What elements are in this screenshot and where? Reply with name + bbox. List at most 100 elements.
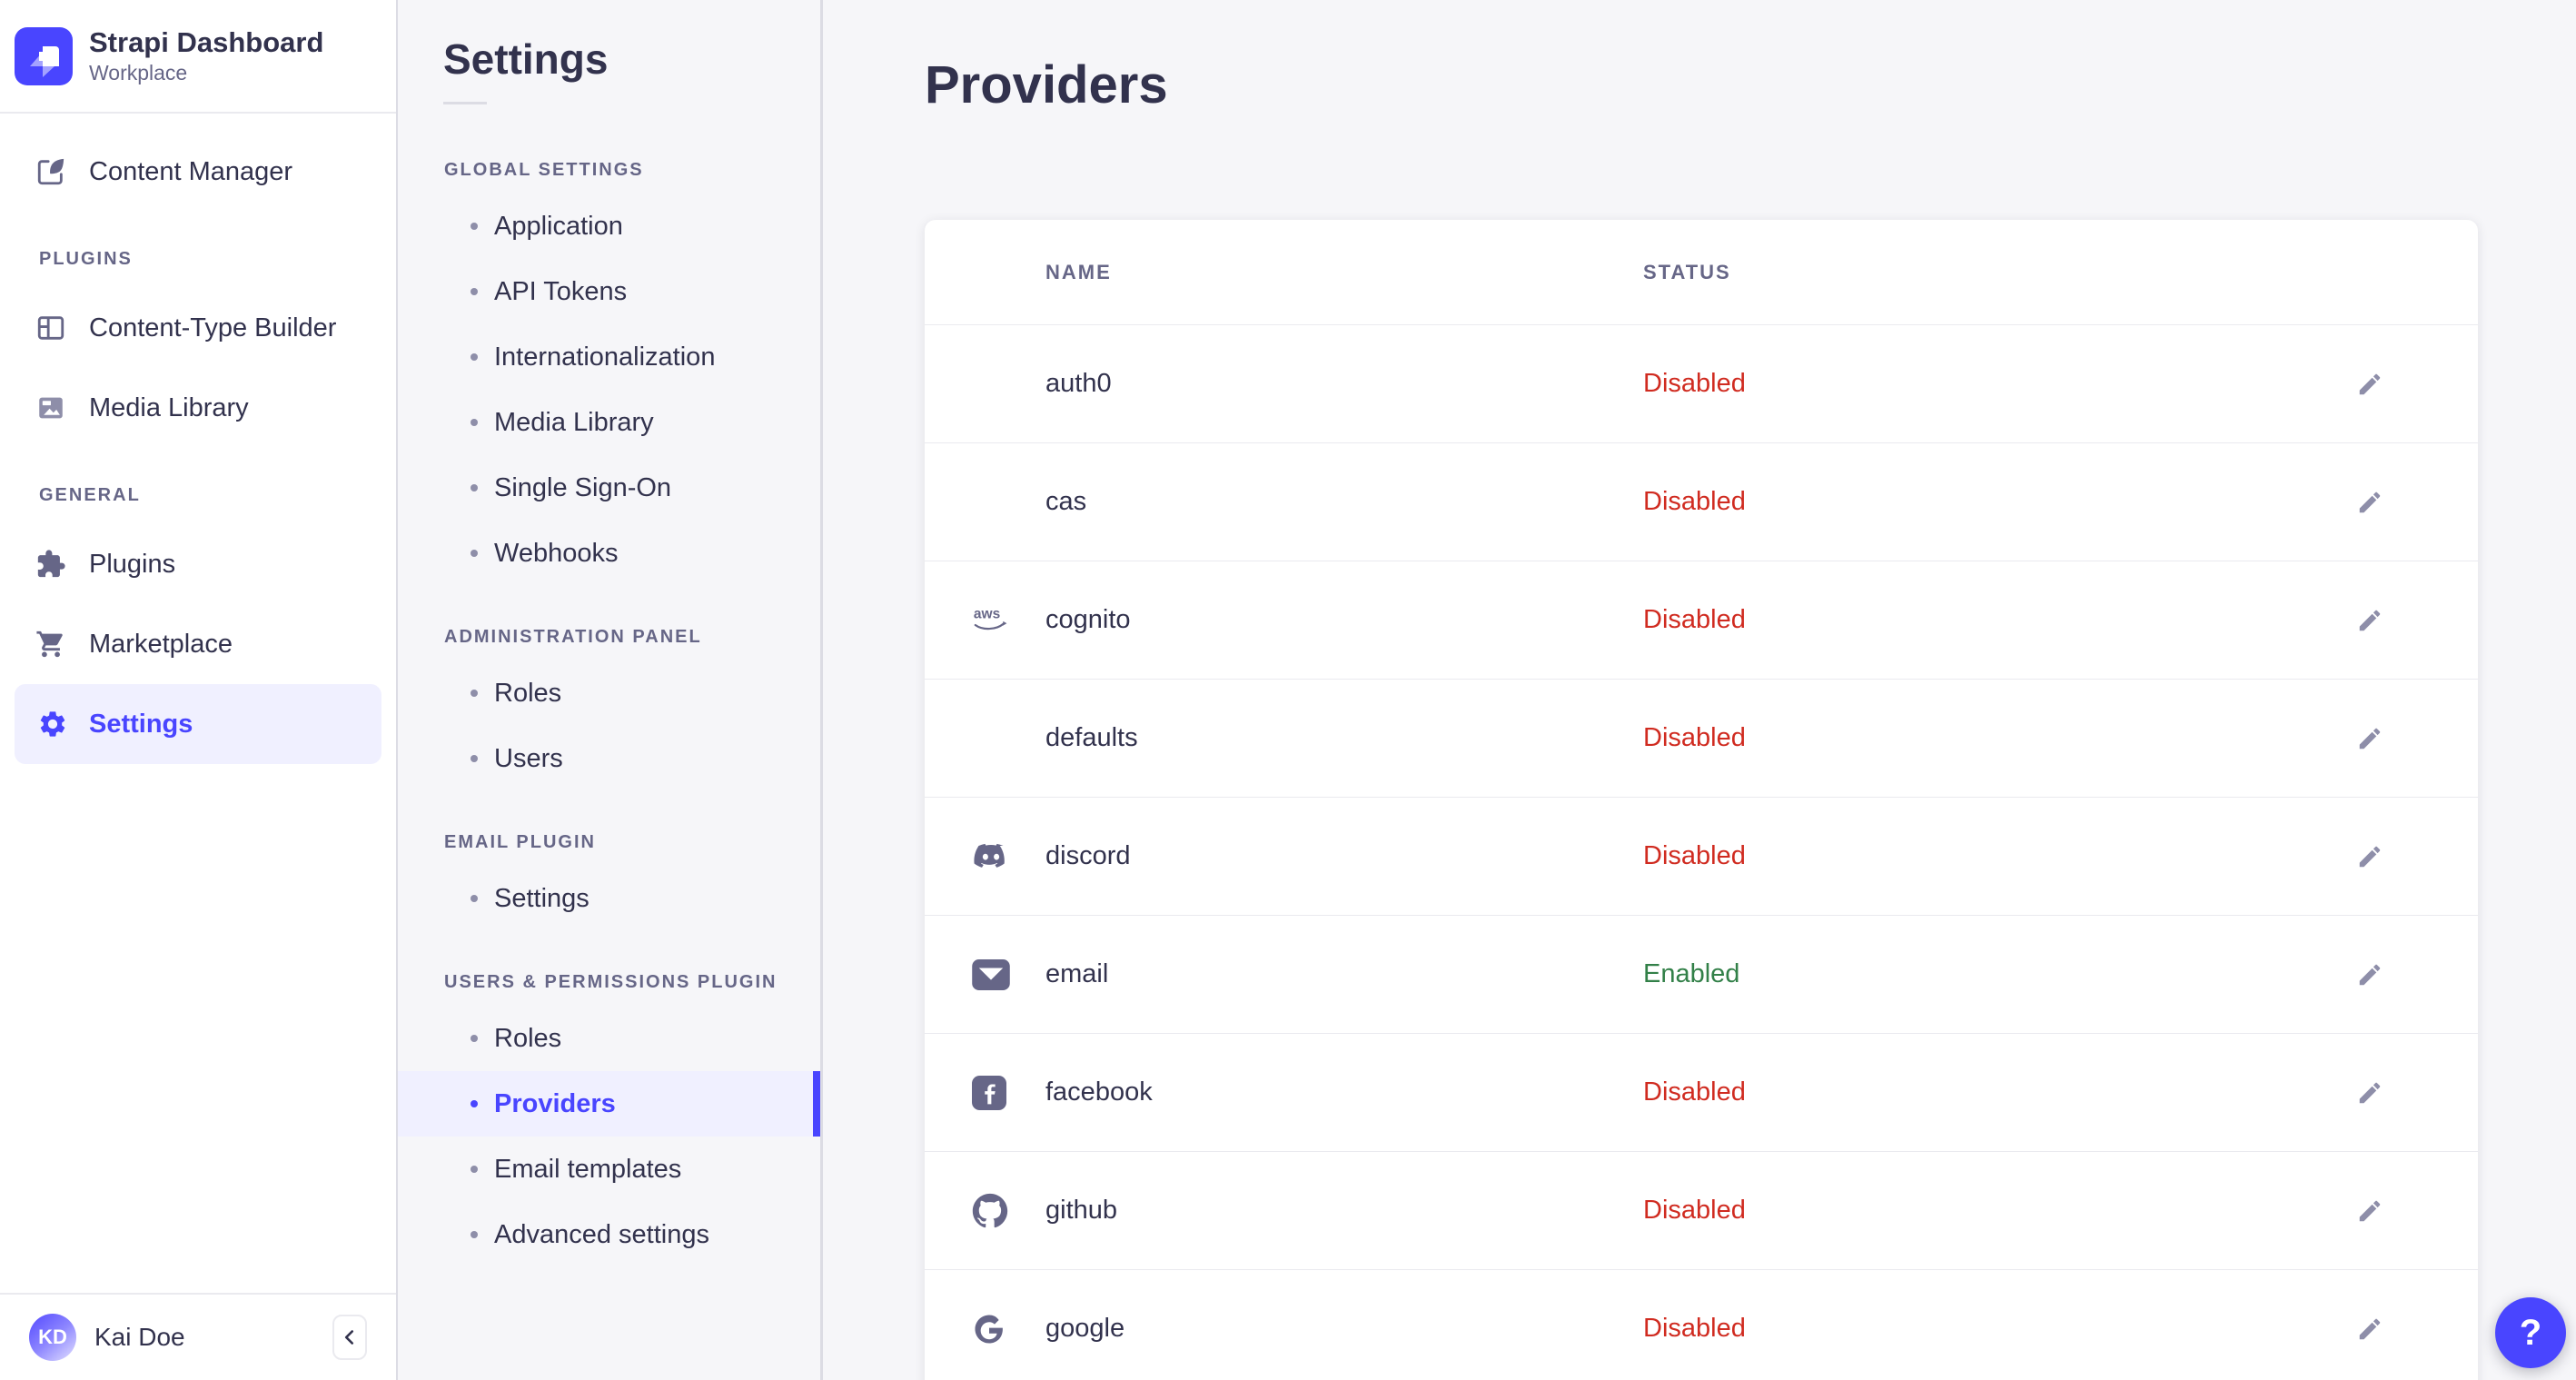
subnav-item-admin-users[interactable]: Users bbox=[398, 726, 820, 791]
subnav-section-global-settings: GLOBAL SETTINGS bbox=[444, 160, 644, 180]
app-title: Strapi Dashboard bbox=[89, 26, 324, 58]
envelope-icon bbox=[972, 958, 1010, 990]
status-badge: Disabled bbox=[1643, 841, 1746, 870]
subnav-item-email-templates[interactable]: Email templates bbox=[398, 1137, 820, 1202]
subnav-item-admin-roles[interactable]: Roles bbox=[398, 660, 820, 726]
status-badge: Disabled bbox=[1643, 1314, 1746, 1343]
gear-icon bbox=[36, 708, 69, 740]
table-row[interactable]: defaults Disabled bbox=[925, 680, 2478, 798]
table-row[interactable]: facebook Disabled bbox=[925, 1034, 2478, 1152]
settings-subnav: Settings GLOBAL SETTINGS Application API… bbox=[398, 0, 823, 1380]
subnav-item-single-sign-on[interactable]: Single Sign-On bbox=[398, 455, 820, 521]
sidebar-item-label: Marketplace bbox=[89, 629, 233, 659]
edit-provider-button[interactable] bbox=[2347, 1306, 2393, 1352]
subnav-section-users-permissions-plugin: USERS & PERMISSIONS PLUGIN bbox=[444, 972, 778, 992]
help-button[interactable]: ? bbox=[2495, 1297, 2566, 1368]
svg-text:aws: aws bbox=[974, 607, 1000, 622]
pencil-icon bbox=[2359, 964, 2380, 985]
provider-name: email bbox=[1045, 959, 1109, 988]
edit-provider-button[interactable] bbox=[2347, 598, 2393, 643]
discord-icon bbox=[974, 843, 1005, 868]
provider-name: google bbox=[1045, 1314, 1125, 1343]
pencil-icon bbox=[2359, 610, 2380, 630]
table-row[interactable]: cas Disabled bbox=[925, 443, 2478, 561]
facebook-icon bbox=[972, 1075, 1006, 1110]
subnav-item-internationalization[interactable]: Internationalization bbox=[398, 324, 820, 390]
main-sidebar: Strapi Dashboard Workplace Content Manag… bbox=[0, 0, 398, 1380]
workspace-name: Workplace bbox=[89, 61, 188, 84]
pencil-icon bbox=[2359, 1318, 2380, 1339]
sidebar-item-media-library[interactable]: Media Library bbox=[0, 368, 396, 448]
subnav-item-advanced-settings[interactable]: Advanced settings bbox=[398, 1202, 820, 1267]
sidebar-item-label: Settings bbox=[89, 709, 193, 739]
table-row[interactable]: email Enabled bbox=[925, 916, 2478, 1034]
table-row[interactable]: auth0 Disabled bbox=[925, 325, 2478, 443]
edit-provider-button[interactable] bbox=[2347, 1070, 2393, 1116]
page-title: Providers bbox=[925, 55, 1168, 114]
subnav-item-email-settings[interactable]: Settings bbox=[398, 866, 820, 931]
subnav-divider bbox=[443, 102, 487, 104]
subnav-section-email-plugin: EMAIL PLUGIN bbox=[444, 832, 596, 852]
subnav-item-up-roles[interactable]: Roles bbox=[398, 1006, 820, 1071]
pencil-icon bbox=[2359, 373, 2380, 394]
avatar: KD bbox=[29, 1314, 76, 1361]
provider-name: github bbox=[1045, 1196, 1118, 1225]
sidebar-item-label: Media Library bbox=[89, 392, 249, 422]
user-menu[interactable]: KD Kai Doe bbox=[0, 1293, 396, 1380]
feather-pen-icon bbox=[35, 155, 67, 188]
provider-name: facebook bbox=[1045, 1077, 1153, 1107]
table-row[interactable]: google Disabled bbox=[925, 1270, 2478, 1380]
user-name: Kai Doe bbox=[94, 1323, 185, 1351]
subnav-item-media-library[interactable]: Media Library bbox=[398, 390, 820, 455]
provider-name: defaults bbox=[1045, 723, 1138, 752]
subnav-item-providers[interactable]: Providers bbox=[398, 1071, 820, 1137]
table-header: NAME STATUS bbox=[925, 220, 2478, 325]
pencil-icon bbox=[2359, 1082, 2380, 1103]
puzzle-icon bbox=[35, 548, 67, 581]
collapse-sidebar-button[interactable] bbox=[332, 1315, 367, 1360]
column-header-name: NAME bbox=[1045, 260, 1112, 283]
edit-provider-button[interactable] bbox=[2347, 834, 2393, 879]
sidebar-item-marketplace[interactable]: Marketplace bbox=[0, 604, 396, 684]
cart-icon bbox=[35, 628, 67, 660]
subnav-item-api-tokens[interactable]: API Tokens bbox=[398, 259, 820, 324]
status-badge: Disabled bbox=[1643, 605, 1746, 634]
subnav-title: Settings bbox=[443, 35, 609, 83]
subnav-item-application[interactable]: Application bbox=[398, 194, 820, 259]
aws-icon: aws bbox=[974, 607, 1007, 630]
picture-icon bbox=[35, 392, 67, 424]
status-badge: Disabled bbox=[1643, 723, 1746, 752]
status-badge: Enabled bbox=[1643, 959, 1740, 988]
sidebar-item-content-manager[interactable]: Content Manager bbox=[0, 132, 396, 212]
workspace-switcher[interactable]: Strapi Dashboard Workplace bbox=[0, 0, 396, 114]
subnav-item-webhooks[interactable]: Webhooks bbox=[398, 521, 820, 586]
provider-name: discord bbox=[1045, 841, 1131, 870]
status-badge: Disabled bbox=[1643, 369, 1746, 398]
pencil-icon bbox=[2359, 728, 2380, 749]
provider-name: auth0 bbox=[1045, 369, 1112, 398]
status-badge: Disabled bbox=[1643, 1196, 1746, 1225]
nav-section-general: GENERAL bbox=[39, 485, 141, 505]
edit-provider-button[interactable] bbox=[2347, 480, 2393, 525]
chevron-left-icon bbox=[344, 1330, 354, 1345]
status-badge: Disabled bbox=[1643, 487, 1746, 516]
sidebar-item-label: Content Manager bbox=[89, 156, 293, 186]
sidebar-item-settings[interactable]: Settings bbox=[15, 684, 381, 764]
edit-provider-button[interactable] bbox=[2347, 952, 2393, 998]
edit-provider-button[interactable] bbox=[2347, 362, 2393, 407]
table-row[interactable]: discord Disabled bbox=[925, 798, 2478, 916]
provider-name: cas bbox=[1045, 487, 1087, 516]
subnav-section-administration-panel: ADMINISTRATION PANEL bbox=[444, 627, 702, 647]
sidebar-item-plugins[interactable]: Plugins bbox=[0, 524, 396, 604]
sidebar-item-label: Content-Type Builder bbox=[89, 313, 337, 343]
table-row[interactable]: aws cognito Disabled bbox=[925, 561, 2478, 680]
table-row[interactable]: github Disabled bbox=[925, 1152, 2478, 1270]
sidebar-item-label: Plugins bbox=[89, 549, 176, 579]
edit-provider-button[interactable] bbox=[2347, 1188, 2393, 1234]
nav-section-plugins: PLUGINS bbox=[39, 249, 133, 269]
sidebar-item-content-type-builder[interactable]: Content-Type Builder bbox=[0, 288, 396, 368]
pencil-icon bbox=[2359, 1200, 2380, 1221]
pencil-icon bbox=[2359, 846, 2380, 867]
edit-provider-button[interactable] bbox=[2347, 716, 2393, 761]
github-icon bbox=[972, 1193, 1008, 1227]
